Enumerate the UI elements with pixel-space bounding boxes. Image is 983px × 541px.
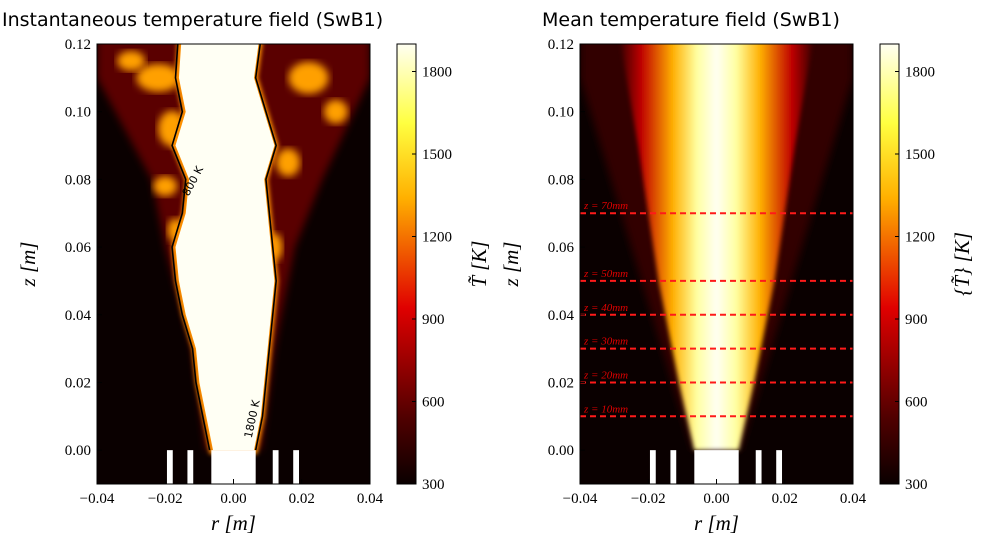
y-tick-label: 0.10: [65, 105, 91, 121]
plot-field: [580, 44, 853, 484]
colorbar-tick-label: 1800: [422, 65, 452, 81]
x-axis-label: r [m]: [211, 511, 256, 535]
contour-800: [171, 44, 211, 451]
nozzle-bar: [670, 450, 677, 484]
colorbar-label: {T̃} [K]: [950, 232, 974, 296]
colorbar-tick-label: 1500: [422, 147, 452, 163]
chart-title: Mean temperature field (SwB1): [542, 9, 840, 31]
y-axis-label: z [m]: [499, 242, 523, 288]
x-tick-label: 0.00: [220, 491, 246, 507]
y-tick-label: 0.00: [548, 443, 574, 459]
y-tick-label: 0.04: [65, 308, 92, 324]
x-tick-label: 0.00: [703, 491, 729, 507]
flame-blob: [136, 63, 181, 92]
colorbar-label: T̃ [K]: [467, 241, 491, 288]
flame-blob: [153, 176, 178, 197]
flame-blob: [323, 99, 348, 124]
y-tick-label: 0.04: [548, 308, 575, 324]
nozzle-center: [211, 450, 256, 484]
y-tick-label: 0.12: [65, 37, 91, 53]
flame-blob: [276, 148, 301, 177]
chart-title: Instantaneous temperature field (SwB1): [2, 9, 383, 31]
colorbar-tick-label: 300: [905, 477, 928, 493]
colorbar-tick-label: 900: [422, 312, 445, 328]
y-tick-label: 0.02: [65, 375, 91, 391]
x-tick-label: −0.02: [631, 491, 666, 507]
nozzle-bar: [293, 450, 300, 484]
x-axis-label: r [m]: [694, 511, 739, 535]
colorbar: [879, 43, 900, 485]
reference-label: z = 70mm: [583, 200, 628, 212]
reference-label: z = 50mm: [583, 268, 628, 280]
y-tick-label: 0.06: [65, 240, 92, 256]
x-tick-label: 0.04: [357, 491, 384, 507]
y-tick-label: 0.08: [65, 172, 91, 188]
y-tick-label: 0.12: [548, 37, 574, 53]
nozzle-center: [694, 450, 739, 484]
x-tick-label: 0.04: [840, 491, 867, 507]
contour-1800: [254, 44, 277, 451]
colorbar-tick-label: 1200: [422, 230, 452, 246]
flame-core: [175, 44, 275, 451]
reference-label: z = 40mm: [583, 302, 628, 314]
mean-flame: [620, 44, 813, 451]
y-tick-label: 0.06: [548, 240, 575, 256]
x-tick-label: 0.02: [289, 491, 315, 507]
y-axis-label: z [m]: [16, 242, 40, 288]
nozzle-bar: [272, 450, 279, 484]
nozzle-bar: [755, 450, 762, 484]
nozzle-bar: [187, 450, 194, 484]
colorbar-tick-label: 300: [422, 477, 445, 493]
colorbar-tick-label: 900: [905, 312, 928, 328]
colorbar-tick-label: 600: [905, 395, 928, 411]
reference-label: z = 10mm: [583, 403, 628, 415]
colorbar-tick-label: 1800: [905, 65, 935, 81]
y-tick-label: 0.08: [548, 172, 574, 188]
x-tick-label: 0.02: [772, 491, 798, 507]
nozzle-bar: [649, 450, 656, 484]
x-tick-label: −0.04: [563, 491, 598, 507]
x-tick-label: −0.02: [148, 491, 183, 507]
colorbar-tick-label: 1200: [905, 230, 935, 246]
reference-label: z = 30mm: [583, 336, 628, 348]
nozzle-bar: [776, 450, 783, 484]
reference-label: z = 20mm: [583, 369, 628, 381]
y-tick-label: 0.10: [548, 105, 574, 121]
nozzle-bar: [166, 450, 173, 484]
x-tick-label: −0.04: [80, 491, 115, 507]
colorbar-tick-label: 1500: [905, 147, 935, 163]
colorbar-tick-label: 600: [422, 395, 445, 411]
y-tick-label: 0.00: [65, 443, 91, 459]
colorbar: [396, 43, 417, 485]
flame-blob: [288, 61, 329, 94]
flame-blob: [117, 50, 146, 71]
y-tick-label: 0.02: [548, 375, 574, 391]
